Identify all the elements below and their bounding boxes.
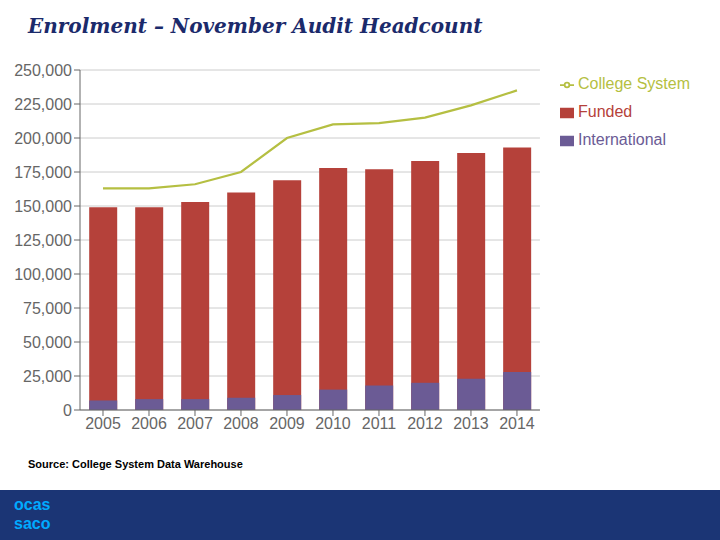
- html-text:College System: College System: [578, 75, 690, 92]
- svg-text:2011: 2011: [362, 415, 397, 432]
- html-text:Enrolment – November Audit Hea: Enrolment – November Audit Headcount: [28, 14, 483, 38]
- svg-text:150,000: 150,000: [14, 198, 72, 215]
- html-text:saco: saco: [14, 515, 51, 532]
- svg-text:100,000: 100,000: [14, 266, 72, 283]
- html-text:Source: College System Data Wa: Source: College System Data Warehouse: [28, 458, 243, 470]
- svg-text:250,000: 250,000: [14, 62, 72, 79]
- svg-text:75,000: 75,000: [23, 300, 72, 317]
- svg-text:175,000: 175,000: [14, 164, 72, 181]
- svg-text:2009: 2009: [269, 415, 305, 432]
- svg-text:2008: 2008: [223, 415, 259, 432]
- html-text:International: International: [578, 131, 666, 148]
- svg-text:50,000: 50,000: [23, 334, 72, 351]
- svg-text:200,000: 200,000: [14, 130, 72, 147]
- html-text:ocas: ocas: [14, 496, 51, 513]
- svg-text:125,000: 125,000: [14, 232, 72, 249]
- svg-text:25,000: 25,000: [23, 368, 72, 385]
- svg-text:2006: 2006: [131, 415, 167, 432]
- svg-text:225,000: 225,000: [14, 96, 72, 113]
- svg-text:2012: 2012: [407, 415, 443, 432]
- svg-text:2007: 2007: [177, 415, 213, 432]
- svg-text:2010: 2010: [315, 415, 351, 432]
- svg-text:0: 0: [63, 402, 72, 419]
- svg-text:2014: 2014: [499, 415, 535, 432]
- html-text:Funded: Funded: [578, 103, 633, 120]
- svg-text:2005: 2005: [85, 415, 121, 432]
- svg-text:2013: 2013: [453, 415, 489, 432]
